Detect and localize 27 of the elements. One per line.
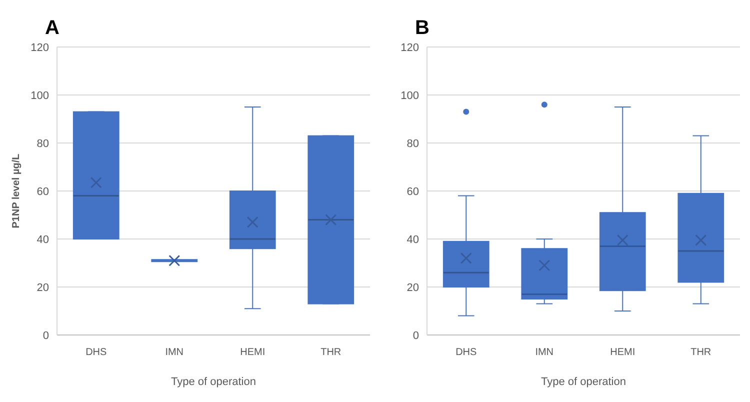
x-axis-title: Type of operation xyxy=(170,376,256,388)
x-tick-label: DHS xyxy=(456,347,478,358)
x-axis-title: Type of operation xyxy=(540,376,626,388)
y-tick-label: 60 xyxy=(36,186,49,198)
y-tick-label: 100 xyxy=(400,90,419,102)
y-tick-label: 60 xyxy=(406,186,419,198)
y-tick-label: 40 xyxy=(406,234,419,246)
y-tick-label: 0 xyxy=(42,330,49,342)
x-tick-label: THR xyxy=(320,347,342,358)
x-tick-label: DHS xyxy=(86,347,108,358)
y-tick-label: 20 xyxy=(36,282,49,294)
y-tick-label: 80 xyxy=(406,138,419,150)
y-tick-label: 120 xyxy=(400,42,419,54)
y-tick-label: 40 xyxy=(36,234,49,246)
y-tick-label: 120 xyxy=(30,42,49,54)
y-tick-label: 80 xyxy=(36,138,49,150)
x-tick-label: IMN xyxy=(165,347,184,358)
x-tick-label: THR xyxy=(690,347,712,358)
y-axis-title: P1NP level µg/L xyxy=(11,154,22,228)
x-tick-label: IMN xyxy=(535,347,554,358)
y-tick-label: 0 xyxy=(412,330,419,342)
chart-title: B xyxy=(415,17,430,39)
chart-title: A xyxy=(45,17,60,39)
y-tick-label: 20 xyxy=(406,282,419,294)
x-tick-label: HEMI xyxy=(240,347,266,358)
x-tick-label: HEMI xyxy=(610,347,636,358)
y-tick-label: 100 xyxy=(30,90,49,102)
